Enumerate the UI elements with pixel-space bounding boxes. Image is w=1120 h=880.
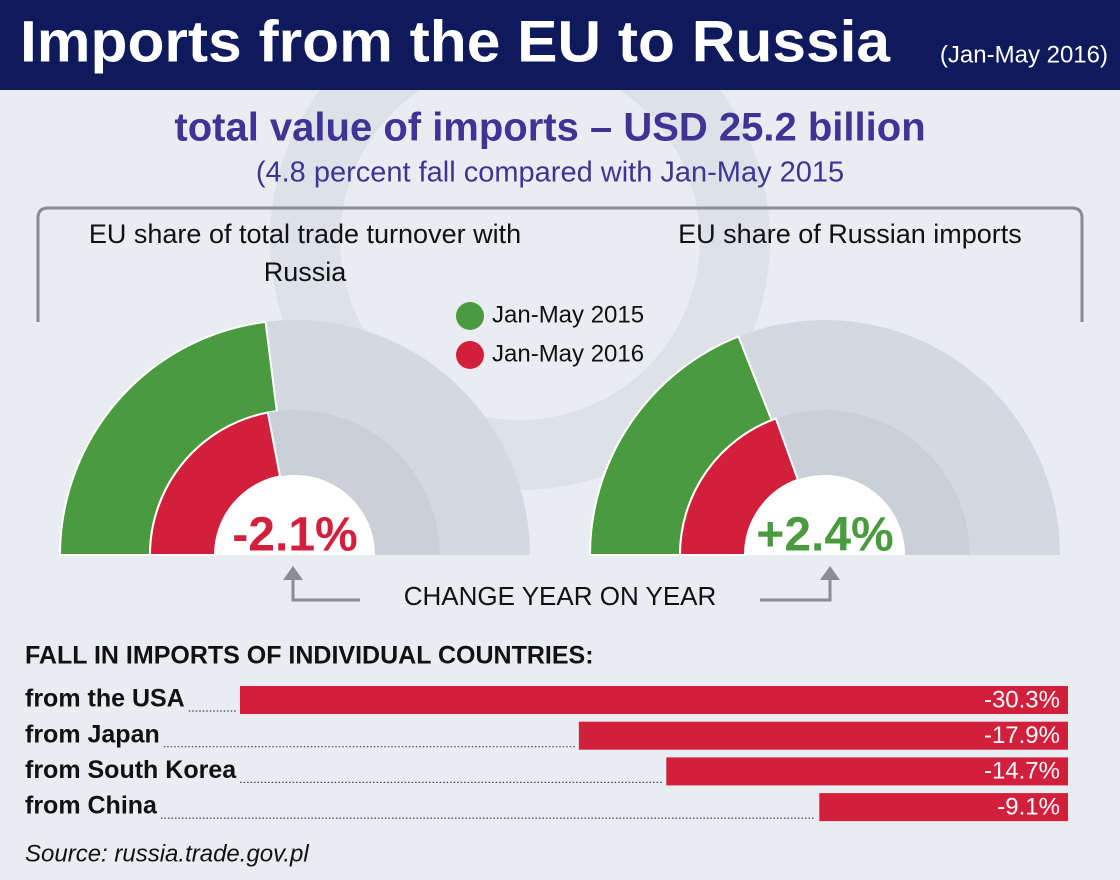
bar-chart-title: FALL IN IMPORTS OF INDIVIDUAL COUNTRIES:: [25, 642, 594, 670]
gauge-title: EU share of total trade turnover with Ru…: [88, 219, 522, 287]
legend-label: Jan-May 2015: [492, 301, 644, 328]
value-label: -9.1%: [997, 793, 1060, 820]
gauge-title: EU share of Russian imports: [678, 219, 1022, 249]
arrow-head: [283, 566, 303, 580]
period: (Jan-May 2016): [940, 41, 1108, 68]
change-label: -2.1%: [232, 509, 357, 562]
legend-marker: [456, 302, 484, 330]
legend-label: Jan-May 2016: [492, 340, 644, 367]
bar: [240, 686, 1068, 714]
page-title: Imports from the EU to Russia: [20, 9, 891, 74]
gauge-hole: [745, 475, 905, 555]
gauge-hole: [215, 475, 375, 555]
bar: [819, 793, 1068, 822]
arrow: [291, 572, 360, 602]
value-label: -14.7%: [984, 758, 1060, 785]
arrow-head: [820, 566, 840, 580]
header: [0, 0, 1120, 90]
legend-marker: [456, 341, 484, 369]
value-label: -17.9%: [984, 722, 1060, 749]
bracket: [36, 206, 1084, 322]
category-label: from China: [25, 792, 158, 820]
bar: [578, 721, 1068, 750]
caption: CHANGE YEAR ON YEAR: [404, 581, 717, 611]
source: Source: russia.trade.gov.pl: [25, 840, 309, 867]
headline: total value of imports – USD 25.2 billio…: [174, 106, 925, 150]
gauge-title-box: EU share of total trade turnover with Ru…: [88, 219, 522, 287]
gauge-title-box: EU share of Russian imports: [678, 219, 1022, 249]
arrow: [760, 572, 832, 602]
category-label: from the USA: [25, 685, 185, 713]
change-label: +2.4%: [756, 509, 893, 562]
value-label: -30.3%: [984, 686, 1060, 713]
category-label: from Japan: [25, 720, 160, 748]
subheadline: (4.8 percent fall compared with Jan-May …: [256, 157, 844, 189]
bar: [666, 757, 1068, 786]
category-label: from South Korea: [25, 756, 237, 784]
